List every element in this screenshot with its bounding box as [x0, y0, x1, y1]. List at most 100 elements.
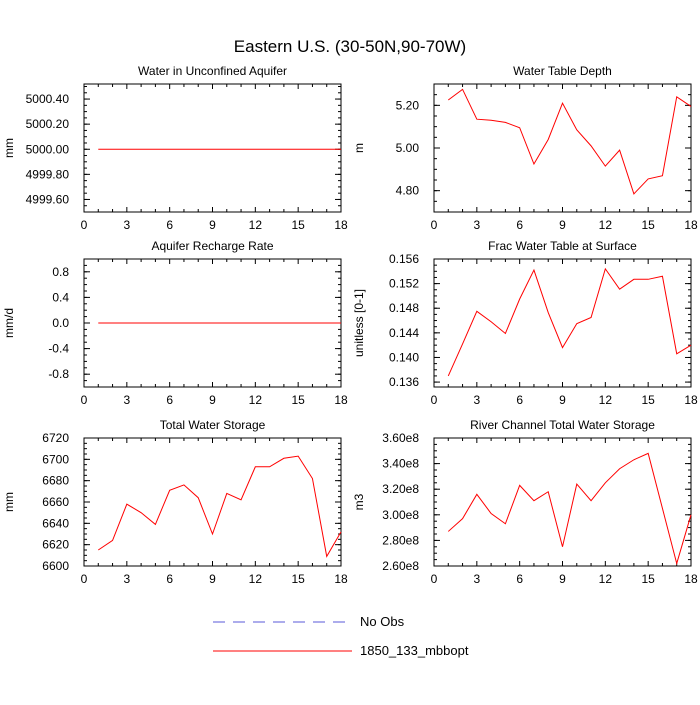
- y-tick-label: 6720: [42, 431, 69, 445]
- y-axis-label: unitless [0-1]: [352, 289, 366, 357]
- y-tick-label: 5000.20: [26, 117, 70, 131]
- x-tick-label: 15: [641, 218, 655, 232]
- legend-label-no-obs: No Obs: [360, 614, 405, 629]
- x-tick-label: 3: [123, 572, 130, 586]
- x-tick-label: 6: [516, 393, 523, 407]
- y-tick-label: 0.156: [389, 252, 419, 266]
- y-tick-label: 6620: [42, 538, 69, 552]
- y-axis-label: mm: [2, 138, 16, 158]
- y-tick-label: 2.80e8: [382, 533, 419, 547]
- x-tick-label: 18: [334, 572, 348, 586]
- y-tick-label: 6660: [42, 495, 69, 509]
- figure-title: Eastern U.S. (30-50N,90-70W): [234, 37, 466, 56]
- x-tick-label: 6: [516, 572, 523, 586]
- y-tick-label: 4.80: [396, 184, 420, 198]
- y-tick-label: 3.00e8: [382, 508, 419, 522]
- y-tick-label: 0.136: [389, 375, 419, 389]
- x-tick-label: 0: [81, 393, 88, 407]
- y-tick-label: 4999.60: [26, 192, 70, 206]
- y-tick-label: 3.60e8: [382, 431, 419, 445]
- x-tick-label: 0: [81, 218, 88, 232]
- panel-title: River Channel Total Water Storage: [470, 418, 655, 432]
- y-tick-label: 2.60e8: [382, 559, 419, 573]
- x-tick-label: 9: [209, 218, 216, 232]
- panel-title: Total Water Storage: [160, 418, 266, 432]
- x-tick-label: 6: [166, 572, 173, 586]
- x-tick-label: 12: [599, 572, 613, 586]
- panel-5: Total Water Storage mm 0 3 6 9 12 15 18 6600 6620 6…: [2, 418, 348, 586]
- series-line-1850-133-mbbopt: [98, 455, 342, 558]
- y-axis-label: m: [352, 143, 366, 153]
- x-tick-label: 6: [166, 393, 173, 407]
- y-tick-label: 0.8: [52, 265, 69, 279]
- x-tick-label: 18: [334, 218, 348, 232]
- y-tick-label: 6640: [42, 516, 69, 530]
- x-tick-label: 3: [123, 218, 130, 232]
- x-tick-label: 12: [599, 393, 613, 407]
- x-tick-label: 9: [559, 572, 566, 586]
- y-tick-label: 3.40e8: [382, 457, 419, 471]
- x-tick-label: 6: [166, 218, 173, 232]
- x-tick-label: 3: [473, 572, 480, 586]
- x-tick-label: 18: [684, 393, 698, 407]
- x-tick-label: 0: [431, 393, 438, 407]
- x-tick-label: 6: [516, 218, 523, 232]
- panel-title: Frac Water Table at Surface: [488, 239, 637, 253]
- x-tick-label: 18: [684, 218, 698, 232]
- panel-4: Frac Water Table at Surface unitless [0-1…: [352, 239, 698, 407]
- y-tick-label: 4999.80: [26, 167, 70, 181]
- x-tick-label: 9: [559, 393, 566, 407]
- x-tick-label: 0: [431, 572, 438, 586]
- x-tick-label: 9: [559, 218, 566, 232]
- y-axis-label: mm: [2, 492, 16, 512]
- x-tick-label: 3: [473, 218, 480, 232]
- y-axis-label: mm/d: [2, 308, 16, 338]
- series-line-1850-133-mbbopt: [447, 267, 692, 377]
- y-tick-label: 6600: [42, 559, 69, 573]
- x-tick-label: 15: [291, 218, 305, 232]
- x-tick-label: 9: [209, 393, 216, 407]
- y-tick-label: 6680: [42, 474, 69, 488]
- y-tick-label: 0.0: [52, 316, 69, 330]
- panel-2: Water Table Depth m 0 3 6 9 12 15 18 4.80 5.00 5.20: [352, 64, 698, 232]
- x-tick-label: 15: [641, 572, 655, 586]
- y-axis-label: m3: [352, 493, 366, 510]
- legend: No Obs 1850_133_mbbopt: [213, 614, 469, 658]
- y-tick-label: 5.00: [396, 141, 420, 155]
- x-tick-label: 9: [209, 572, 216, 586]
- panel-title: Water in Unconfined Aquifer: [138, 64, 287, 78]
- legend-label-1850-133-mbbopt: 1850_133_mbbopt: [360, 643, 469, 658]
- x-tick-label: 12: [249, 393, 263, 407]
- x-tick-label: 12: [599, 218, 613, 232]
- series-line-1850-133-mbbopt: [447, 452, 692, 566]
- x-tick-label: 12: [249, 218, 263, 232]
- y-tick-label: 0.4: [52, 290, 69, 304]
- y-tick-label: 5.20: [396, 98, 420, 112]
- plot-frame: [83, 437, 342, 567]
- panel-6: River Channel Total Water Storage m3 0 3 6 9 1…: [352, 418, 698, 586]
- plot-frame: [83, 83, 342, 213]
- y-tick-label: 6700: [42, 452, 69, 466]
- y-tick-label: 5000.00: [26, 142, 70, 156]
- y-tick-label: 0.148: [389, 301, 419, 315]
- panel-3: Aquifer Recharge Rate mm/d 0 3 6 9 12 15 18 -0.8 -…: [2, 239, 348, 407]
- y-tick-label: 0.140: [389, 350, 419, 364]
- y-tick-label: 3.20e8: [382, 482, 419, 496]
- x-tick-label: 3: [123, 393, 130, 407]
- panel-title: Aquifer Recharge Rate: [151, 239, 273, 253]
- y-tick-label: -0.4: [48, 342, 69, 356]
- x-tick-label: 18: [334, 393, 348, 407]
- x-tick-label: 0: [431, 218, 438, 232]
- x-tick-label: 0: [81, 572, 88, 586]
- y-tick-label: -0.8: [48, 367, 69, 381]
- x-tick-label: 3: [473, 393, 480, 407]
- y-tick-label: 0.152: [389, 277, 419, 291]
- x-tick-label: 15: [291, 393, 305, 407]
- panel-1: Water in Unconfined Aquifer mm 0 3 6 9 12 15 18 4…: [2, 64, 348, 232]
- x-tick-label: 15: [641, 393, 655, 407]
- series-line-1850-133-mbbopt: [447, 88, 692, 195]
- y-tick-label: 0.144: [389, 326, 419, 340]
- panel-title: Water Table Depth: [513, 64, 612, 78]
